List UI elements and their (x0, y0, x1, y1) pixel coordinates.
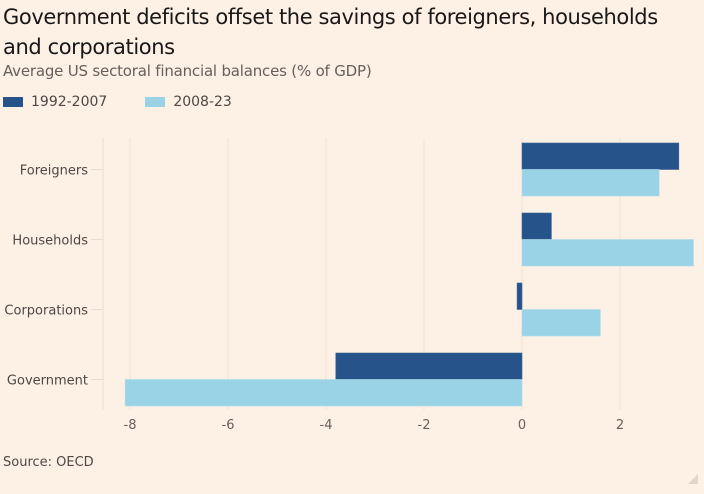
bar-households-1992-2007 (521, 212, 552, 240)
legend-item-2008-23: 2008-23 (145, 94, 232, 110)
bar-government-2008-23 (124, 379, 523, 407)
bar-corporations-1992-2007 (516, 282, 523, 310)
category-label: Government (7, 374, 88, 389)
legend-swatch-2008-23 (145, 97, 166, 107)
x-tick-label: -4 (320, 418, 333, 433)
legend: 1992-2007 2008-23 (3, 94, 270, 110)
x-tick-label: 2 (616, 418, 624, 433)
x-tick-label: -2 (418, 418, 431, 433)
source-note: Source: OECD (3, 455, 94, 470)
chart-subtitle: Average US sectoral financial balances (… (3, 62, 372, 80)
chart-title: Government deficits offset the savings o… (3, 5, 658, 59)
bar-corporations-2008-23 (521, 309, 601, 337)
legend-item-1992-2007: 1992-2007 (3, 94, 107, 110)
category-label: Corporations (4, 304, 88, 319)
bar-foreigners-2008-23 (521, 169, 660, 197)
x-tick-label: 0 (518, 418, 526, 433)
bar-foreigners-1992-2007 (521, 142, 680, 170)
resize-corner-icon (688, 474, 698, 484)
x-tick-label: -8 (124, 418, 137, 433)
legend-label-2008-23: 2008-23 (173, 94, 232, 110)
bar-government-1992-2007 (335, 352, 523, 380)
legend-swatch-1992-2007 (3, 97, 23, 107)
category-label: Households (12, 234, 88, 249)
category-label: Foreigners (20, 164, 88, 179)
x-tick-label: -6 (222, 418, 235, 433)
bar-households-2008-23 (521, 239, 694, 267)
legend-label-1992-2007: 1992-2007 (31, 94, 108, 110)
